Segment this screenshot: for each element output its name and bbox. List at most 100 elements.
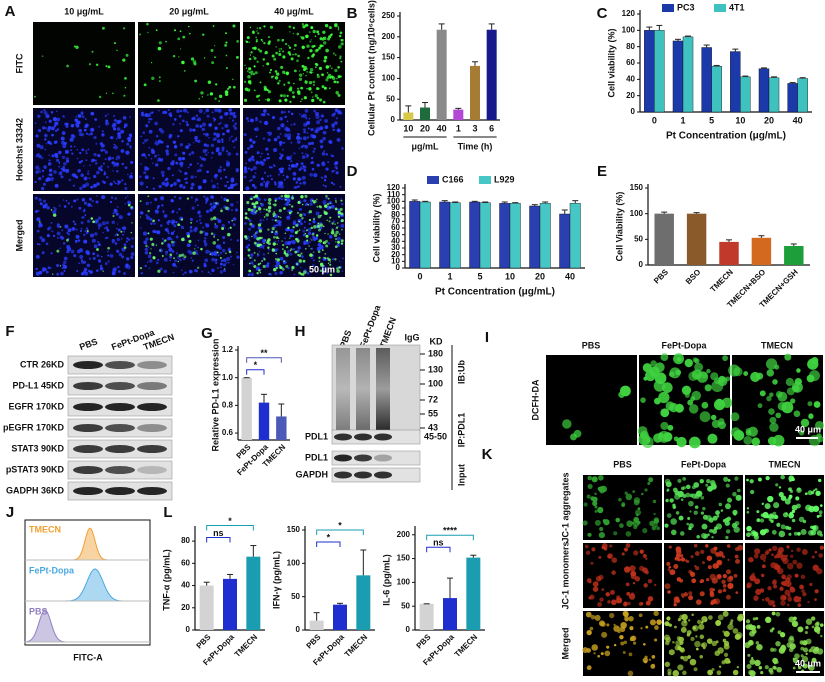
y-tick-label: 150 <box>630 183 644 192</box>
cell <box>261 259 264 263</box>
cell <box>319 118 322 121</box>
cell <box>284 232 287 234</box>
cell <box>814 420 825 430</box>
cell <box>645 625 649 629</box>
cell <box>724 520 730 526</box>
cell <box>190 57 195 61</box>
cell <box>746 584 751 589</box>
cell <box>333 169 336 172</box>
cell <box>87 203 91 207</box>
cell <box>728 575 734 581</box>
cell <box>756 510 760 514</box>
cell <box>175 265 178 268</box>
cell <box>225 261 228 264</box>
cell <box>145 215 151 220</box>
cell <box>733 526 740 533</box>
bar <box>751 237 772 265</box>
cell <box>296 87 300 90</box>
cell <box>204 244 207 247</box>
cell <box>179 258 182 262</box>
cell <box>217 238 219 241</box>
blot-band <box>73 382 103 390</box>
row-label: JC-1 monomers <box>560 541 570 609</box>
cell <box>149 237 153 241</box>
bar <box>469 201 481 269</box>
cell <box>86 229 89 233</box>
cell <box>98 125 100 128</box>
cell <box>799 430 805 436</box>
cell <box>208 250 211 253</box>
cell <box>197 239 200 242</box>
cell <box>88 257 92 260</box>
cell <box>339 57 342 60</box>
scale-bar-label: 50 μm <box>309 264 335 274</box>
significance-label: * <box>338 520 342 530</box>
cell <box>202 133 206 136</box>
cell <box>786 387 795 396</box>
cell <box>76 198 79 201</box>
bar <box>258 402 270 440</box>
cell <box>334 223 336 226</box>
cell <box>310 141 315 145</box>
cell <box>148 146 151 149</box>
cell <box>221 138 224 141</box>
cell <box>277 240 280 242</box>
cell <box>288 46 292 49</box>
cell <box>122 116 127 120</box>
cell <box>619 385 631 397</box>
cell <box>150 62 153 64</box>
cell <box>173 118 177 121</box>
cell <box>107 260 110 263</box>
cell <box>667 671 672 676</box>
cell <box>154 154 158 158</box>
cell <box>155 140 158 143</box>
cell <box>769 422 779 432</box>
y-axis-label: Cell viability (%) <box>371 193 381 262</box>
cell <box>174 29 177 32</box>
cell <box>179 48 182 50</box>
cell <box>290 248 293 251</box>
cell <box>139 267 143 270</box>
cell <box>788 512 795 519</box>
cell <box>755 617 759 620</box>
cell <box>170 231 175 236</box>
panel-letter: A <box>5 3 16 20</box>
cell <box>117 265 120 269</box>
cell <box>196 266 200 270</box>
cell <box>324 252 327 255</box>
cell <box>308 87 312 91</box>
bar <box>276 416 287 440</box>
cell <box>723 630 730 637</box>
cell <box>159 249 162 252</box>
cell <box>301 152 304 154</box>
x-tick-label: 0 <box>417 271 422 281</box>
cell <box>340 239 344 243</box>
cell <box>279 152 281 155</box>
cell <box>81 148 85 152</box>
y-tick-label: 0 <box>391 115 396 124</box>
cell <box>290 112 293 115</box>
cell <box>802 592 807 597</box>
cell <box>308 210 312 214</box>
cell <box>816 515 820 518</box>
cell <box>658 391 670 404</box>
cell <box>289 203 291 206</box>
cell <box>341 228 343 231</box>
cell <box>765 549 770 555</box>
cell <box>267 41 271 45</box>
cell <box>77 114 82 118</box>
cell <box>44 138 47 141</box>
cell <box>216 150 219 153</box>
cell <box>339 55 342 58</box>
y-tick-label: 0.6 <box>222 428 234 437</box>
cell <box>632 582 636 585</box>
cell <box>62 242 66 245</box>
cell <box>113 143 115 146</box>
cell <box>254 232 257 235</box>
cell <box>311 233 315 236</box>
cell <box>213 236 215 238</box>
cell <box>198 219 201 221</box>
cell <box>709 528 713 533</box>
cell <box>337 225 340 227</box>
cell <box>297 201 301 205</box>
